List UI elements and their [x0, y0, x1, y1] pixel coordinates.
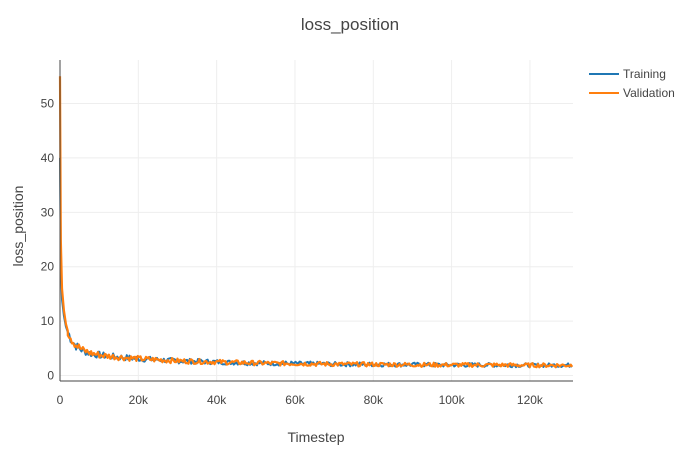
series-layer [58, 76, 574, 369]
y-tick-label: 10 [41, 314, 55, 328]
x-axis-title: Timestep [287, 429, 344, 445]
x-tick-label: 40k [207, 393, 227, 407]
y-tick-label: 0 [47, 369, 54, 383]
x-tick-label: 100k [439, 393, 466, 407]
x-tick-label: 0 [57, 393, 64, 407]
series-line-validation [58, 76, 574, 369]
x-tick-label: 60k [285, 393, 305, 407]
y-tick-label: 30 [41, 205, 55, 219]
y-tick-label: 20 [41, 260, 55, 274]
x-tick-label: 20k [129, 393, 149, 407]
chart-title: loss_position [301, 15, 399, 34]
x-tick-label: 120k [517, 393, 544, 407]
x-tick-label: 80k [364, 393, 384, 407]
axes [59, 60, 573, 382]
legend-label-training: Training [623, 67, 666, 81]
tick-labels: 0 20k 40k 60k 80k 100k 120k 0 10 20 30 40 50 [41, 97, 544, 407]
series-line-training [59, 157, 573, 369]
gridlines [60, 60, 573, 381]
y-tick-label: 40 [41, 151, 55, 165]
legend-label-validation: Validation [623, 86, 675, 100]
y-axis-title: loss_position [10, 186, 26, 267]
y-tick-label: 50 [41, 97, 55, 111]
legend: Training Validation [589, 67, 675, 100]
